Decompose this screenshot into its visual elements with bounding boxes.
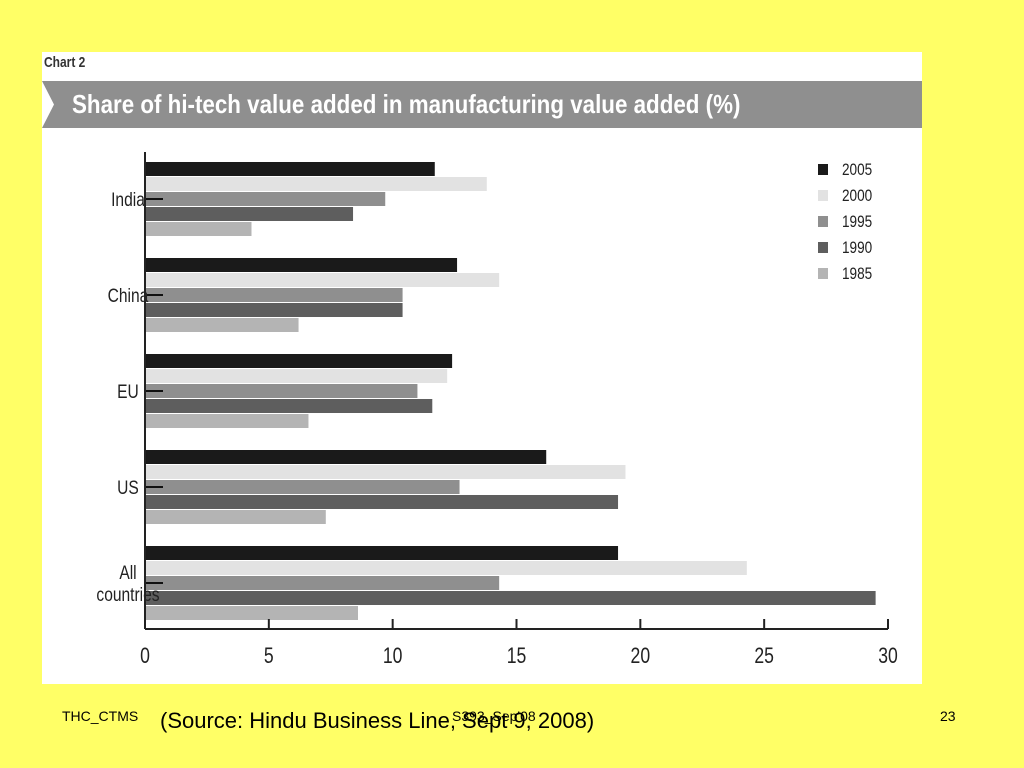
page-number: 23 bbox=[940, 708, 956, 724]
bar-china-1995 bbox=[145, 288, 403, 302]
chart-number-label: Chart 2 bbox=[44, 54, 86, 71]
bar-india-2000 bbox=[145, 177, 487, 191]
chart-title-banner: Share of hi-tech value added in manufact… bbox=[42, 81, 922, 128]
legend-label-1985: 1985 bbox=[842, 265, 872, 284]
legend-swatch-1995 bbox=[818, 216, 828, 227]
legend-label-1990: 1990 bbox=[842, 239, 872, 258]
category-label: All bbox=[119, 562, 136, 584]
bar-us-1995 bbox=[145, 480, 460, 494]
bar-us-2005 bbox=[145, 450, 547, 464]
legend-swatch-2000 bbox=[818, 190, 828, 201]
bar-all-countries-1985 bbox=[145, 606, 358, 620]
legend-label-1995: 1995 bbox=[842, 213, 872, 232]
category-label: countries bbox=[96, 584, 159, 606]
bar-eu-1990 bbox=[145, 399, 433, 413]
bar-india-1995 bbox=[145, 192, 386, 206]
plot-area: India China EU US All countries 0 5 10 15 20 25 30 20… bbox=[50, 132, 922, 684]
bar-all-countries-1990 bbox=[145, 591, 876, 605]
category-label: EU bbox=[117, 381, 139, 403]
bar-us-1985 bbox=[145, 510, 326, 524]
footer-course-code: THC_CTMS bbox=[62, 708, 139, 724]
bar-us-2000 bbox=[145, 465, 626, 479]
bar-india-1985 bbox=[145, 222, 252, 236]
x-tick-label: 20 bbox=[631, 644, 651, 668]
legend-label-2000: 2000 bbox=[842, 187, 872, 206]
legend-swatch-2005 bbox=[818, 164, 828, 175]
bar-china-2005 bbox=[145, 258, 458, 272]
chart-title: Share of hi-tech value added in manufact… bbox=[72, 89, 741, 119]
bar-eu-1995 bbox=[145, 384, 418, 398]
source-citation: (Source: Hindu Business Line, Sept 9, 20… bbox=[160, 708, 595, 733]
category-label: India bbox=[111, 189, 145, 211]
chart-panel: Chart 2 Share of hi-tech value added in … bbox=[42, 52, 922, 684]
bar-china-1990 bbox=[145, 303, 403, 317]
bar-all-countries-2000 bbox=[145, 561, 747, 575]
bar-all-countries-2005 bbox=[145, 546, 619, 560]
category-label: US bbox=[117, 477, 139, 499]
bar-india-2005 bbox=[145, 162, 435, 176]
footer-session-code: S393_Sep'08 bbox=[452, 708, 536, 724]
bar-eu-1985 bbox=[145, 414, 309, 428]
x-tick-label: 15 bbox=[507, 644, 527, 668]
legend-label-2005: 2005 bbox=[842, 161, 872, 180]
legend-swatch-1985 bbox=[818, 268, 828, 279]
x-tick-label: 30 bbox=[878, 644, 898, 668]
bar-eu-2005 bbox=[145, 354, 453, 368]
x-tick-label: 0 bbox=[140, 644, 150, 668]
x-tick-label: 5 bbox=[264, 644, 274, 668]
bar-china-1985 bbox=[145, 318, 299, 332]
bar-us-1990 bbox=[145, 495, 619, 509]
x-tick-label: 25 bbox=[754, 644, 774, 668]
bar-all-countries-1995 bbox=[145, 576, 500, 590]
bar-india-1990 bbox=[145, 207, 354, 221]
bar-eu-2000 bbox=[145, 369, 448, 383]
bar-china-2000 bbox=[145, 273, 500, 287]
x-tick-label: 10 bbox=[383, 644, 403, 668]
category-label: China bbox=[108, 285, 149, 307]
legend-swatch-1990 bbox=[818, 242, 828, 253]
